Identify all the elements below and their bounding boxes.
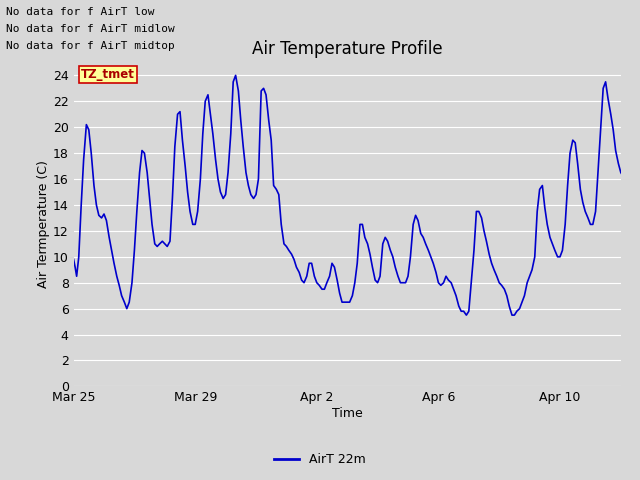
Text: No data for f AirT midlow: No data for f AirT midlow — [6, 24, 175, 34]
X-axis label: Time: Time — [332, 407, 363, 420]
Text: No data for f AirT midtop: No data for f AirT midtop — [6, 41, 175, 51]
Legend: AirT 22m: AirT 22m — [269, 448, 371, 471]
Text: TZ_tmet: TZ_tmet — [81, 68, 135, 81]
Text: No data for f AirT low: No data for f AirT low — [6, 7, 155, 17]
Title: Air Temperature Profile: Air Temperature Profile — [252, 40, 442, 58]
Y-axis label: Air Termperature (C): Air Termperature (C) — [37, 160, 50, 288]
